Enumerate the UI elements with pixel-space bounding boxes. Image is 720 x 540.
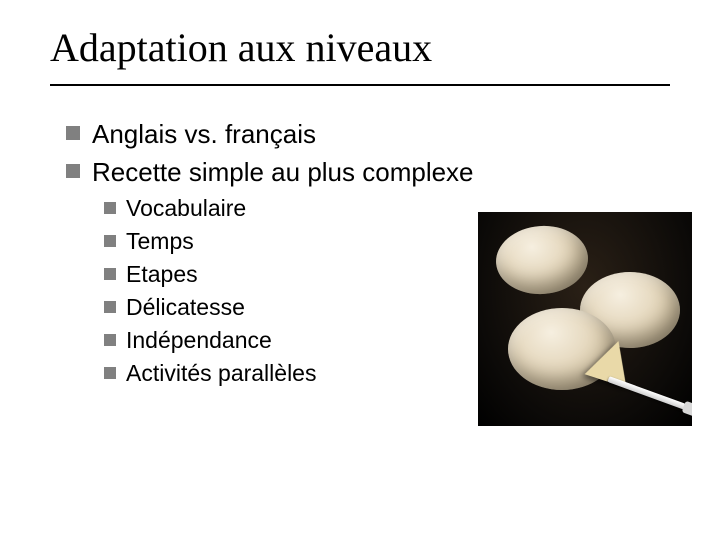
square-bullet-icon <box>66 126 80 140</box>
list-item-label: Recette simple au plus complexe <box>92 156 474 188</box>
list-item-label: Vocabulaire <box>126 194 246 223</box>
slide: Adaptation aux niveaux Anglais vs. franç… <box>0 0 720 540</box>
list-item: Vocabulaire <box>104 194 474 223</box>
bullet-list: Anglais vs. français Recette simple au p… <box>66 118 474 392</box>
list-item-label: Délicatesse <box>126 293 245 322</box>
square-bullet-icon <box>66 164 80 178</box>
square-bullet-icon <box>104 202 116 214</box>
title-divider <box>50 84 670 86</box>
list-item: Recette simple au plus complexe <box>66 156 474 188</box>
list-item: Délicatesse <box>104 293 474 322</box>
square-bullet-icon <box>104 367 116 379</box>
list-item: Indépendance <box>104 326 474 355</box>
cheese-photo <box>478 212 692 426</box>
list-item-label: Anglais vs. français <box>92 118 316 150</box>
list-item: Activités parallèles <box>104 359 474 388</box>
square-bullet-icon <box>104 235 116 247</box>
list-item: Temps <box>104 227 474 256</box>
list-item-label: Indépendance <box>126 326 272 355</box>
square-bullet-icon <box>104 334 116 346</box>
square-bullet-icon <box>104 268 116 280</box>
list-item-label: Etapes <box>126 260 198 289</box>
list-item-label: Activités parallèles <box>126 359 316 388</box>
list-item: Anglais vs. français <box>66 118 474 150</box>
slide-title: Adaptation aux niveaux <box>50 24 432 71</box>
list-item: Etapes <box>104 260 474 289</box>
bullet-sublist: Vocabulaire Temps Etapes Délicatesse Ind… <box>104 194 474 388</box>
square-bullet-icon <box>104 301 116 313</box>
list-item-label: Temps <box>126 227 194 256</box>
